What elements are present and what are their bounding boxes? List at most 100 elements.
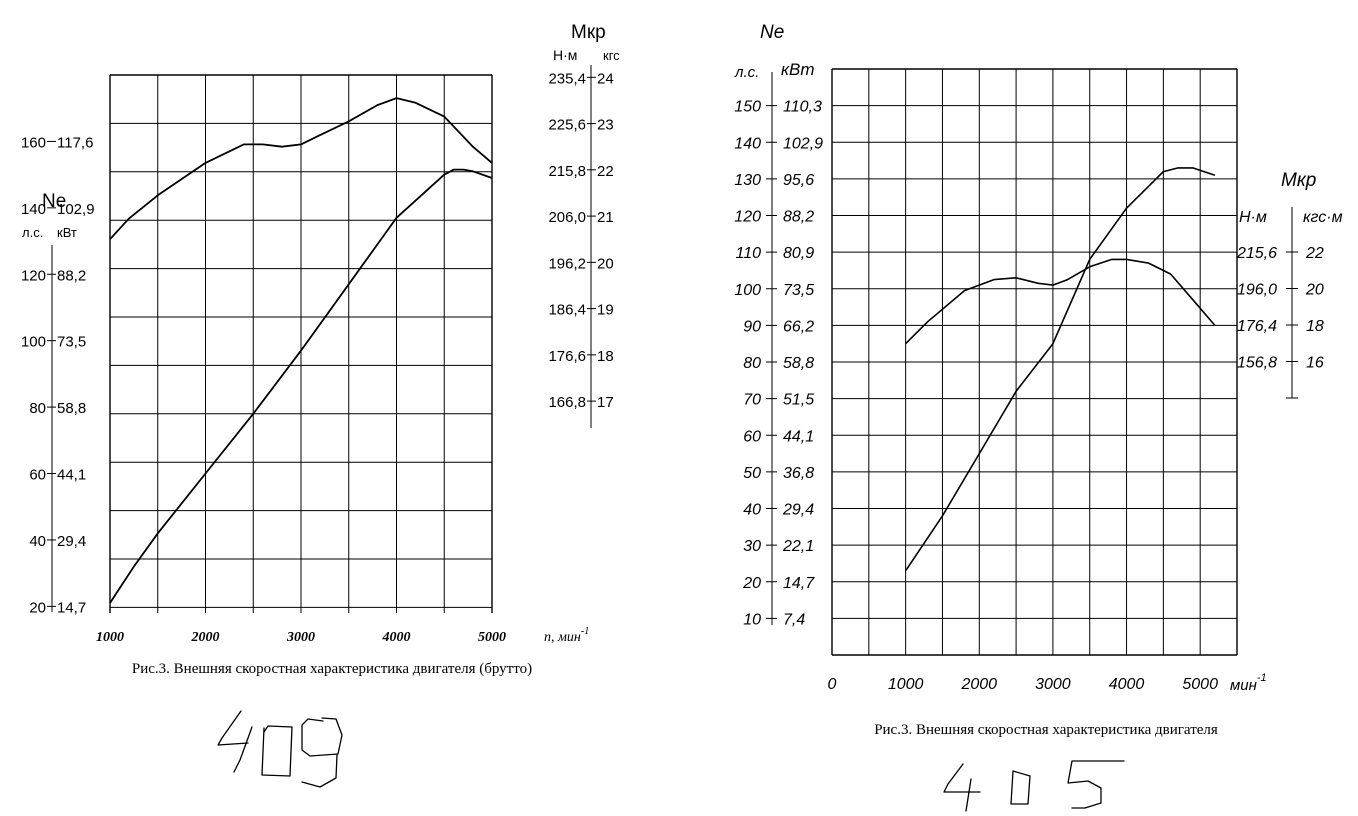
left-tick-hp: 60 [29,467,46,484]
x-tick-label: 2000 [960,676,997,693]
left-tick-kw: 22,1 [782,538,814,555]
left-tick-kw: 51,5 [783,392,814,409]
right-tick-kgf: 20 [597,255,614,272]
left-tick-kw: 88,2 [783,209,814,226]
left-tick-hp: 110 [735,245,761,262]
right-tick-nm: 206,0 [548,209,586,226]
left-tick-hp: 120 [734,209,761,226]
chart-405-x-label: мин-1 [1230,672,1267,694]
chart-405-caption: Рис.3. Внешняя скоростная характеристика… [874,722,1218,738]
left-tick-kw: 88,2 [57,267,86,284]
x-tick-label: 3000 [1035,676,1071,693]
right-tick-kgf: 22 [597,163,614,180]
left-tick-hp: 130 [734,172,761,189]
right-tick-kgf: 18 [597,348,614,365]
x-tick-label: 1000 [888,676,924,693]
chart-405-left-unit-kw: кВт [781,60,815,79]
chart-405-x-label-text: мин [1230,677,1257,694]
left-tick-hp: 140 [21,201,46,218]
chart-409-left-axis-title: Ne [42,191,66,212]
left-tick-hp: 160 [21,134,46,151]
chart-409: Ne л.с. кВт 20 14,7 40 29,4 60 44,1 80 58,8 100 7… [21,22,620,788]
right-tick-nm: 215,8 [548,163,586,180]
left-tick-kw: 29,4 [57,533,86,550]
chart-409-right-axis: Мкр Н·м кгс 166,8 17 176,6 18 186,4 19 196,2 20… [548,22,620,428]
right-tick-kgf: 21 [597,209,614,226]
right-tick-kgf: 20 [1305,282,1324,299]
left-tick-kw: 44,1 [57,467,86,484]
left-tick-kw: 73,5 [57,334,86,351]
chart-405-series [904,167,1216,572]
chart-409-caption: Рис.3. Внешняя скоростная характеристика… [132,661,532,677]
chart-405-left-axis-title: Ne [760,22,784,43]
right-tick-kgf: 24 [597,70,614,87]
chart-409-x-label-sup: -1 [581,626,589,637]
power-curve [904,167,1216,572]
left-tick-hp: 70 [743,392,761,409]
left-tick-hp: 40 [29,533,46,550]
right-tick-nm: 215,6 [1236,245,1277,262]
chart-409-x-label-text: n, мин [544,630,581,645]
x-tick-label: 4000 [1109,676,1145,693]
left-tick-kw: 14,7 [783,575,815,592]
right-tick-nm: 166,8 [548,394,586,411]
left-tick-kw: 73,5 [783,282,814,299]
left-tick-hp: 140 [734,135,761,152]
left-tick-hp: 10 [743,611,761,628]
chart-409-x-label: n, мин-1 [544,626,589,645]
left-tick-hp: 20 [742,575,761,592]
left-tick-hp: 90 [743,318,761,335]
chart-405: Ne л.с. кВт 10 7,4 20 14,7 30 22,1 40 29,4 50 36,… [734,22,1343,812]
left-tick-hp: 80 [29,400,46,417]
right-tick-nm: 156,8 [1237,355,1277,372]
chart-405-grid [831,68,1238,656]
left-tick-kw: 95,6 [783,172,814,189]
right-tick-nm: 176,6 [548,348,586,365]
x-tick-label: 5000 [478,630,506,645]
left-tick-hp: 50 [743,465,761,482]
right-tick-kgf: 16 [1306,355,1324,372]
left-tick-hp: 100 [21,334,46,351]
chart-405-x-label-sup: -1 [1257,672,1267,684]
left-tick-hp: 80 [743,355,761,372]
left-tick-kw: 44,1 [783,428,814,445]
right-tick-nm: 196,2 [548,255,586,272]
chart-405-right-axis-title: Мкр [1281,170,1316,191]
chart-405-right-unit-kgf: кгс·м [1303,209,1343,226]
chart-409-left-unit-hp: л.с. [22,225,43,240]
chart-409-left-unit-kw: кВт [57,225,77,240]
left-tick-hp: 40 [743,502,761,519]
power-curve [109,168,493,604]
x-tick-label: 5000 [1182,676,1218,693]
x-tick-label: 1000 [96,630,124,645]
right-tick-kgf: 23 [597,117,614,134]
left-tick-hp: 150 [734,99,761,116]
x-tick-label: 3000 [286,630,315,645]
right-tick-nm: 176,4 [1237,318,1277,335]
torque-curve [905,258,1216,345]
chart-405-x-ticks: 0 1000 2000 3000 4000 5000 [828,676,1219,693]
torque-curve [109,97,493,240]
x-tick-label: 4000 [382,630,411,645]
chart-409-x-ticks: 1000 2000 3000 4000 5000 [96,630,506,645]
left-tick-kw: 66,2 [783,318,814,335]
right-tick-nm: 196,0 [1237,282,1277,299]
left-tick-kw: 7,4 [783,611,805,628]
left-tick-kw: 29,4 [782,502,814,519]
left-tick-hp: 120 [21,267,46,284]
chart-409-right-axis-title: Мкр [571,22,606,43]
left-tick-kw: 58,8 [783,355,814,372]
chart-409-right-unit-nm: Н·м [553,47,577,63]
right-tick-kgf: 22 [1305,245,1324,262]
chart-409-series [109,97,493,604]
left-tick-hp: 20 [29,599,46,616]
chart-405-right-unit-nm: Н·м [1239,209,1267,226]
right-tick-kgf: 18 [1306,318,1324,335]
left-tick-kw: 102,9 [57,201,95,218]
chart-405-right-axis: Мкр Н·м кгс·м 215,6 22 196,0 20 176,4 18 156,8… [1236,170,1343,399]
left-tick-hp: 60 [743,428,761,445]
right-tick-kgf: 19 [597,302,614,319]
left-tick-kw: 36,8 [783,465,814,482]
left-tick-hp: 100 [734,282,761,299]
